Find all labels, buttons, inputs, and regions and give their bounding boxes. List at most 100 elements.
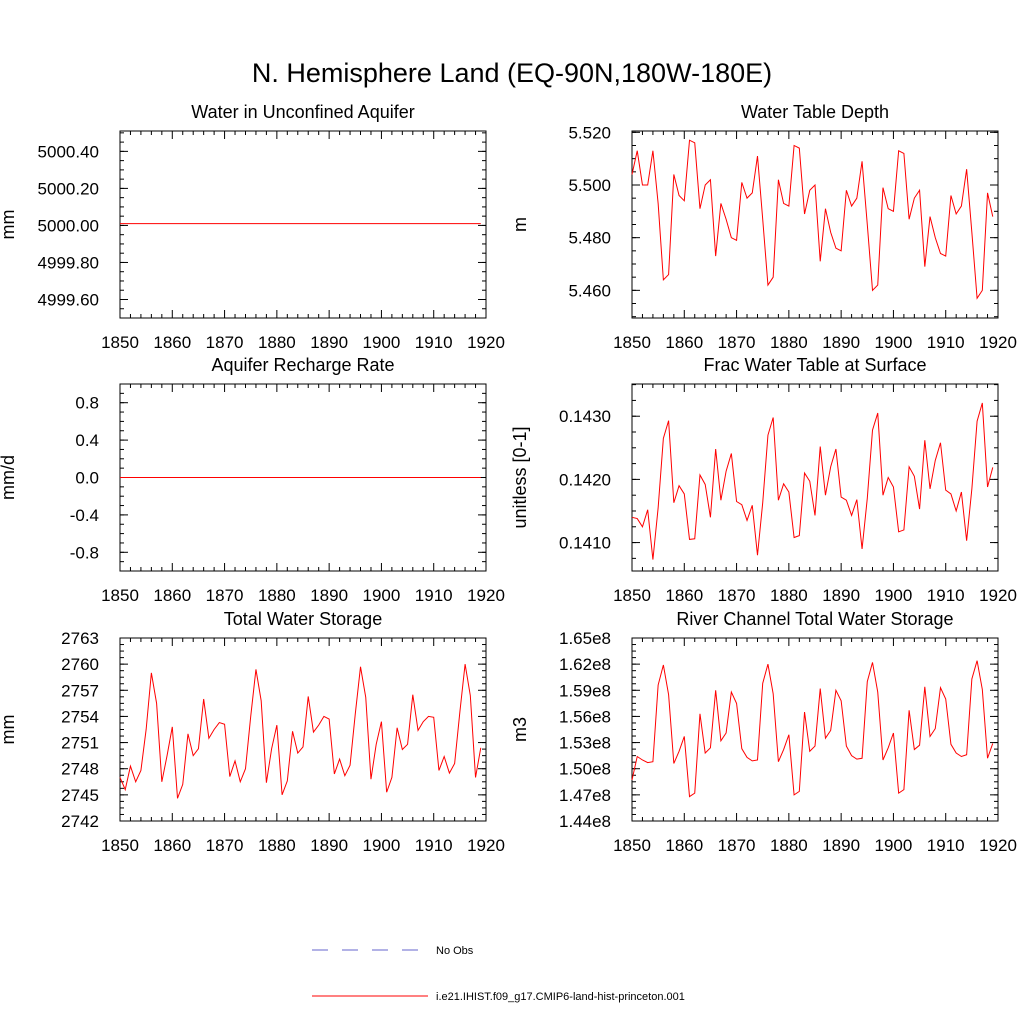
y-axis-label: unitless [0-1]: [510, 426, 530, 528]
x-tick-label: 1870: [206, 333, 244, 352]
x-tick-label: 1870: [718, 836, 756, 855]
x-tick-label: 1890: [310, 586, 348, 605]
y-tick-label: 2745: [61, 786, 99, 805]
y-tick-label: 5.480: [568, 229, 611, 248]
y-tick-label: 1.53e8: [559, 734, 611, 753]
x-tick-label: 1850: [613, 836, 651, 855]
y-tick-label: 2757: [61, 681, 99, 700]
x-tick-label: 1910: [927, 333, 965, 352]
y-tick-label: 1.62e8: [559, 655, 611, 674]
x-tick-label: 1900: [363, 836, 401, 855]
x-tick-label: 1920: [467, 586, 505, 605]
x-tick-label: 1850: [613, 333, 651, 352]
y-tick-label: 5000.20: [38, 179, 99, 198]
x-tick-label: 1880: [770, 333, 808, 352]
x-tick-label: 1880: [770, 836, 808, 855]
y-tick-label: 0.4: [75, 431, 99, 450]
x-tick-label: 1880: [770, 586, 808, 605]
x-tick-label: 1920: [467, 333, 505, 352]
y-tick-label: 0.1410: [559, 534, 611, 553]
x-tick-label: 1900: [363, 586, 401, 605]
chart-panel-3: Aquifer Recharge Rate 1850 1860 1870 1880 189…: [0, 355, 505, 605]
y-tick-label: 5.520: [568, 123, 611, 142]
y-axis-label: m3: [510, 717, 530, 742]
x-tick-label: 1920: [467, 836, 505, 855]
x-tick-label: 1910: [927, 836, 965, 855]
x-tick-label: 1890: [822, 333, 860, 352]
y-tick-label: 1.50e8: [559, 760, 611, 779]
x-tick-label: 1870: [718, 586, 756, 605]
x-tick-label: 1890: [310, 836, 348, 855]
y-tick-label: 2763: [61, 629, 99, 648]
x-tick-label: 1920: [979, 586, 1017, 605]
series-line-1: [631, 660, 994, 798]
panel-title: River Channel Total Water Storage: [676, 609, 953, 629]
x-tick-label: 1890: [310, 333, 348, 352]
x-tick-label: 1870: [206, 836, 244, 855]
y-tick-label: 0.1430: [559, 407, 611, 426]
series-line-1: [119, 664, 482, 799]
x-tick-label: 1860: [153, 836, 191, 855]
legend: No Obs i.e21.IHIST.f09_g17.CMIP6-land-hi…: [312, 945, 685, 1003]
y-tick-label: 0.8: [75, 394, 99, 413]
y-tick-label: 4999.80: [38, 253, 99, 272]
series-line-1: [631, 139, 994, 300]
y-tick-label: 1.59e8: [559, 681, 611, 700]
y-tick-label: 1.44e8: [559, 812, 611, 831]
x-tick-label: 1870: [718, 333, 756, 352]
panel-title: Water in Unconfined Aquifer: [191, 102, 414, 122]
chart-panel-5: Total Water Storage 1850 1860 1870 1880 1890 1…: [0, 609, 505, 855]
x-tick-label: 1850: [101, 586, 139, 605]
x-tick-label: 1880: [258, 836, 296, 855]
y-tick-label: 2748: [61, 760, 99, 779]
y-axis-label: mm: [0, 715, 18, 745]
chart-panel-4: Frac Water Table at Surface 1850 1860 1870 1…: [510, 355, 1017, 605]
x-tick-label: 1910: [415, 836, 453, 855]
y-tick-label: 2760: [61, 655, 99, 674]
x-tick-label: 1900: [875, 333, 913, 352]
x-tick-label: 1920: [979, 836, 1017, 855]
x-tick-label: 1860: [153, 333, 191, 352]
panel-title: Frac Water Table at Surface: [703, 355, 926, 375]
legend-label-model: i.e21.IHIST.f09_g17.CMIP6-land-hist-prin…: [436, 991, 685, 1003]
x-tick-label: 1900: [363, 333, 401, 352]
x-tick-label: 1910: [927, 586, 965, 605]
y-tick-label: 5.460: [568, 281, 611, 300]
y-tick-label: 5.500: [568, 176, 611, 195]
y-tick-label: 2751: [61, 734, 99, 753]
y-tick-label: -0.8: [70, 543, 99, 562]
x-tick-label: 1910: [415, 586, 453, 605]
x-tick-label: 1850: [613, 586, 651, 605]
y-axis-label: mm/d: [0, 455, 18, 500]
chart-panel-2: Water Table Depth 1850 1860 1870 1880 1890 190…: [510, 102, 1017, 352]
panel-title: Aquifer Recharge Rate: [211, 355, 394, 375]
legend-label-no-obs: No Obs: [436, 945, 474, 957]
x-tick-label: 1910: [415, 333, 453, 352]
chart-panel-6: River Channel Total Water Storage 1850 186…: [510, 609, 1017, 855]
y-axis-label: mm: [0, 210, 18, 240]
x-tick-label: 1890: [822, 586, 860, 605]
x-tick-label: 1850: [101, 836, 139, 855]
y-tick-label: 4999.60: [38, 290, 99, 309]
x-tick-label: 1880: [258, 333, 296, 352]
x-tick-label: 1860: [665, 586, 703, 605]
panel-title: Total Water Storage: [224, 609, 382, 629]
y-tick-label: 5000.40: [38, 142, 99, 161]
y-tick-label: 1.56e8: [559, 707, 611, 726]
x-tick-label: 1900: [875, 586, 913, 605]
x-tick-label: 1920: [979, 333, 1017, 352]
y-tick-label: 1.47e8: [559, 786, 611, 805]
y-tick-label: 0.1420: [559, 470, 611, 489]
y-tick-label: 2742: [61, 812, 99, 831]
x-tick-label: 1860: [665, 836, 703, 855]
x-tick-label: 1880: [258, 586, 296, 605]
panel-title: Water Table Depth: [741, 102, 889, 122]
y-tick-label: 0.0: [75, 469, 99, 488]
y-tick-label: 5000.00: [38, 216, 99, 235]
y-tick-label: 1.65e8: [559, 629, 611, 648]
y-tick-label: 2754: [61, 707, 99, 726]
x-tick-label: 1860: [665, 333, 703, 352]
